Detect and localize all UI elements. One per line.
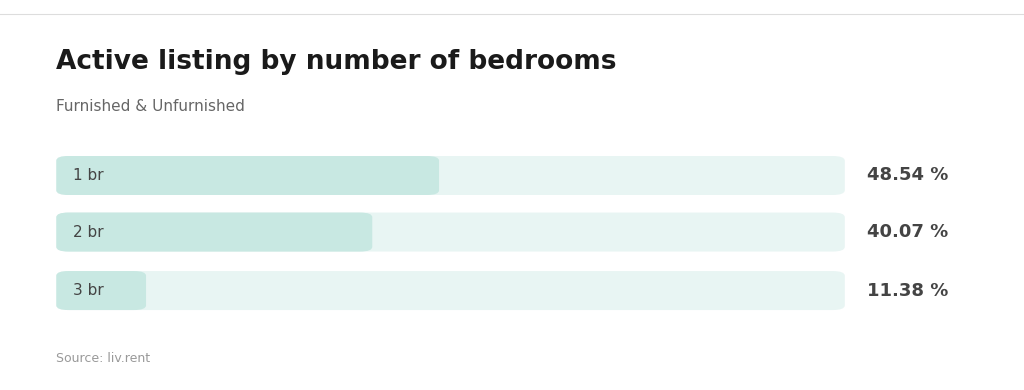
- Text: Furnished & Unfurnished: Furnished & Unfurnished: [56, 99, 245, 114]
- Text: 2 br: 2 br: [73, 225, 103, 239]
- Text: 11.38 %: 11.38 %: [867, 282, 948, 300]
- Text: Active listing by number of bedrooms: Active listing by number of bedrooms: [56, 49, 616, 75]
- Text: 48.54 %: 48.54 %: [867, 167, 948, 184]
- Text: Source: liv.rent: Source: liv.rent: [56, 352, 151, 365]
- Text: 1 br: 1 br: [73, 168, 103, 183]
- Text: 3 br: 3 br: [73, 283, 103, 298]
- Text: 40.07 %: 40.07 %: [867, 223, 948, 241]
